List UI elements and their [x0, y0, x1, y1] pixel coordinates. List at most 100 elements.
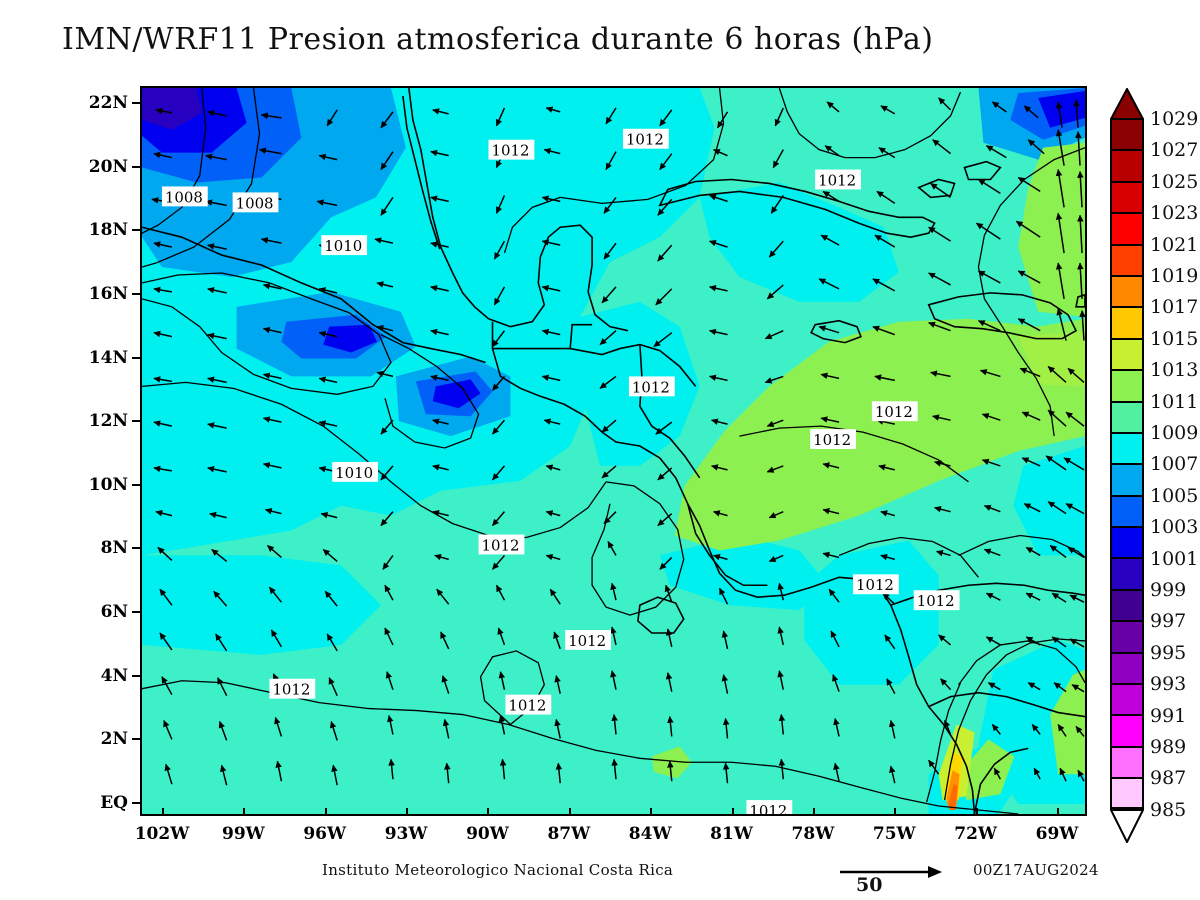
colorbar-tick-label: 1027 [1150, 139, 1199, 162]
contour-label-text: 1008 [165, 188, 203, 206]
colorbar-tick-label: 995 [1150, 641, 1187, 664]
contour-label-text: 1012 [508, 697, 546, 715]
map-panel[interactable]: 1008 1008 1010 1010 1012 1012 1012 1012 … [140, 86, 1087, 816]
contour-label: 1010 [321, 235, 368, 255]
colorbar-cell[interactable] [1110, 180, 1144, 213]
colorbar-tick-label: 985 [1150, 798, 1187, 821]
x-tick-label: 90W [466, 824, 509, 844]
colorbar-cell[interactable] [1110, 526, 1144, 558]
x-tick-label: 93W [384, 824, 428, 844]
x-tick-mark [487, 808, 490, 816]
y-tick-label: 8N [100, 538, 128, 559]
colorbar-cell[interactable] [1110, 463, 1144, 495]
y-tick-label: 6N [100, 602, 128, 623]
contour-label-text: 1012 [813, 431, 851, 449]
colorbar-tick-label: 991 [1150, 704, 1187, 727]
colorbar-bottom-arrow [1110, 808, 1144, 843]
y-tick-mark [132, 483, 140, 486]
y-tick-label: 12N [88, 411, 128, 432]
colorbar-tick-label: 997 [1150, 610, 1187, 633]
colorbar-cells[interactable] [1110, 118, 1144, 809]
x-tick-mark [975, 808, 978, 816]
y-tick-mark [132, 165, 140, 168]
contour-label: 1012 [565, 630, 612, 650]
y-tick-mark [132, 674, 140, 677]
colorbar-cell[interactable] [1110, 212, 1144, 244]
contour-label: 1012 [913, 590, 960, 610]
colorbar-cell[interactable] [1110, 745, 1144, 778]
contour-label: 1012 [628, 376, 675, 396]
y-tick-mark [132, 229, 140, 232]
x-tick-label: 87W [547, 824, 591, 844]
colorbar-tick-label: 1021 [1150, 233, 1199, 256]
contour-label: 1008 [161, 186, 208, 206]
y-tick-mark [132, 292, 140, 295]
colorbar-tick-label: 1025 [1150, 170, 1199, 193]
contour-label-text: 1012 [482, 536, 520, 554]
contour-label-text: 1012 [875, 403, 913, 421]
colorbar-cell[interactable] [1110, 683, 1144, 715]
contour-label: 1012 [269, 678, 316, 699]
contour-label: 1012 [810, 429, 856, 449]
colorbar-cell[interactable] [1110, 494, 1144, 527]
colorbar-cell[interactable] [1110, 400, 1144, 432]
y-tick-label: 16N [88, 283, 128, 304]
colorbar-tick-label: 1029 [1150, 108, 1199, 130]
valid-time: 00Z17AUG2024 [973, 861, 1099, 879]
wind-scale-label: 50 [856, 874, 883, 896]
x-tick-mark [162, 808, 164, 816]
colorbar-cell[interactable] [1110, 337, 1144, 370]
contour-label-text: 1012 [568, 632, 606, 650]
colorbar-cell[interactable] [1110, 651, 1144, 684]
colorbar-cell[interactable] [1110, 306, 1144, 338]
x-tick-label: 96W [303, 824, 347, 844]
colorbar-top-arrow [1110, 88, 1144, 120]
y-tick-label: 2N [100, 729, 128, 750]
colorbar-cell[interactable] [1110, 777, 1144, 809]
y-tick-mark [132, 102, 140, 104]
y-tick-mark [132, 420, 140, 423]
colorbar-cell[interactable] [1110, 243, 1144, 275]
contour-label-text: 1010 [324, 237, 362, 255]
y-tick-label: 10N [88, 474, 128, 495]
colorbar-tick-label: 1019 [1150, 265, 1199, 287]
y-tick-label: 14N [88, 347, 128, 368]
contour-label-text: 1012 [856, 576, 894, 594]
x-tick-mark [1057, 808, 1059, 816]
colorbar-cell[interactable] [1110, 274, 1144, 307]
colorbar-cell[interactable] [1110, 431, 1144, 464]
colorbar-cell[interactable] [1110, 118, 1144, 150]
contour-label-text: 1008 [236, 194, 274, 212]
contour-label: 1012 [871, 401, 918, 421]
contour-label: 1012 [505, 694, 552, 715]
contour-label: 1012 [478, 534, 525, 554]
colorbar-tick-label: 1011 [1150, 390, 1199, 413]
x-tick-label: 78W [791, 824, 835, 844]
colorbar-tick-label: 1017 [1150, 296, 1199, 319]
y-tick-mark [132, 738, 140, 741]
contour-label: 1012 [488, 139, 535, 160]
colorbar-cell[interactable] [1110, 714, 1144, 746]
contour-label-text: 1012 [749, 802, 787, 814]
wind-vector-field [151, 97, 1085, 786]
colorbar-cell[interactable] [1110, 588, 1144, 621]
x-tick-mark [650, 808, 653, 816]
colorbar-cell[interactable] [1110, 620, 1144, 652]
contour-label-text: 1010 [335, 464, 373, 482]
x-tick-mark [731, 808, 734, 816]
y-tick-label: 20N [88, 156, 128, 177]
contour-label-text: 1012 [492, 142, 530, 160]
x-tick-label: 102W [134, 824, 190, 844]
colorbar-cell[interactable] [1110, 369, 1144, 401]
y-tick-label: 22N [88, 93, 128, 113]
x-tick-label: 69W [1035, 824, 1079, 844]
y-tick-label: 18N [88, 220, 128, 241]
y-tick-mark [132, 802, 140, 804]
x-tick-label: 81W [710, 824, 753, 844]
page-title: IMN/WRF11 Presion atmosferica durante 6 … [62, 22, 934, 57]
y-tick-label: EQ [100, 793, 128, 813]
x-tick-mark [406, 808, 409, 816]
colorbar-cell[interactable] [1110, 149, 1144, 181]
colorbar-cell[interactable] [1110, 557, 1144, 589]
contour-label: 1012 [815, 169, 861, 189]
